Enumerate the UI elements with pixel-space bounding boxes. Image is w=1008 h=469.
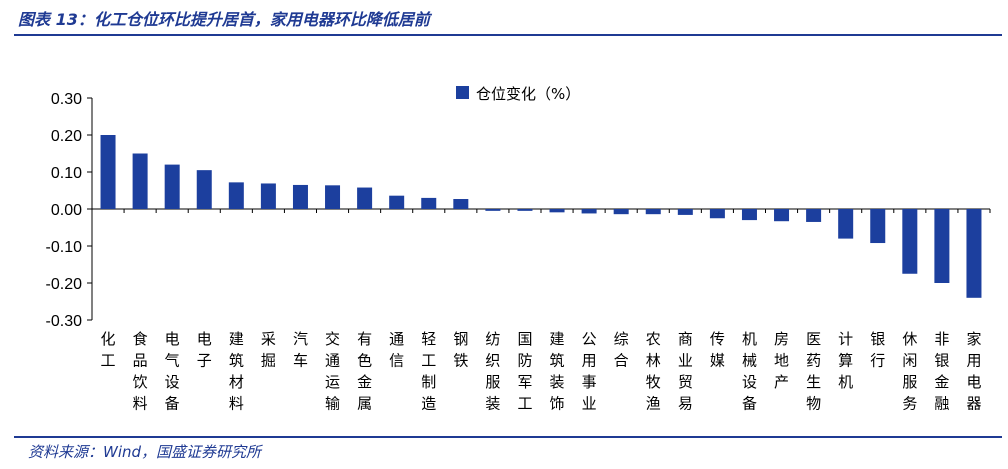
y-tick-label: 0.00 — [51, 202, 82, 219]
bar — [100, 135, 116, 209]
x-tick-label: 机械设备 — [742, 330, 757, 413]
chart-legend: 仓位变化（%） — [456, 85, 580, 103]
x-tick-label: 家用电器 — [966, 330, 981, 413]
bar — [517, 209, 533, 211]
x-tick-label: 建筑装饰 — [550, 330, 565, 413]
x-tick-label: 纺织服装 — [485, 330, 500, 413]
y-tick-label: -0.20 — [46, 276, 83, 293]
bar — [549, 209, 565, 213]
x-tick-label: 汽车 — [293, 330, 308, 370]
bar — [453, 199, 469, 209]
x-tick-label: 化工 — [101, 330, 116, 370]
x-tick-label: 食品饮料 — [133, 330, 148, 413]
y-tick-label: -0.10 — [46, 239, 83, 256]
x-tick-label: 综合 — [614, 330, 629, 370]
bar — [389, 195, 405, 209]
x-tick-label: 计算机 — [838, 330, 853, 391]
bar — [774, 209, 790, 222]
bar — [966, 209, 982, 298]
x-tick-label: 银行 — [870, 330, 885, 370]
x-tick-label: 交通运输 — [325, 330, 340, 413]
x-tick-label: 非银金融 — [934, 330, 949, 413]
x-tick-label: 医药生物 — [806, 330, 821, 413]
bar — [357, 187, 373, 209]
bar — [196, 170, 212, 209]
bar — [870, 209, 886, 244]
legend-swatch — [456, 86, 469, 99]
bar — [838, 209, 854, 239]
x-tick-label: 采掘 — [261, 330, 276, 370]
x-tick-label: 传媒 — [710, 330, 725, 370]
bar — [709, 209, 725, 219]
x-tick-label: 商业贸易 — [678, 330, 693, 413]
x-tick-label: 钢铁 — [453, 330, 468, 370]
y-tick-label: 0.30 — [51, 91, 82, 108]
bar — [677, 209, 693, 215]
x-tick-label: 休闲服务 — [902, 330, 917, 413]
x-tick-label: 房地产 — [774, 330, 789, 391]
y-tick-label: -0.30 — [46, 313, 83, 330]
bar — [613, 209, 629, 215]
bar — [421, 197, 437, 209]
x-tick-label: 通信 — [389, 330, 404, 370]
x-tick-label: 轻工制造 — [421, 330, 436, 413]
bar — [164, 164, 180, 209]
bar — [260, 183, 276, 209]
bar — [934, 209, 950, 283]
x-tick-label: 有色金属 — [357, 330, 372, 413]
y-tick-label: 0.20 — [51, 128, 82, 145]
bar — [741, 209, 757, 221]
bar — [806, 209, 822, 222]
bar — [902, 209, 918, 274]
x-tick-label: 国防军工 — [517, 330, 532, 413]
bar — [228, 182, 244, 209]
bars — [100, 135, 982, 298]
x-tick-label: 电气设备 — [165, 330, 180, 413]
x-tick-label: 建筑材料 — [229, 330, 244, 413]
chart-title: 图表 13：化工仓位环比提升居首，家用电器环比降低居前 — [18, 10, 430, 29]
source-note: 资料来源：Wind，国盛证券研究所 — [28, 443, 262, 461]
bar — [485, 209, 501, 211]
source-rule — [14, 436, 1002, 438]
x-tick-label: 农林牧渔 — [646, 330, 661, 413]
bar — [132, 153, 148, 209]
legend-label: 仓位变化（%） — [476, 85, 580, 103]
bar — [325, 185, 341, 209]
bar — [581, 209, 597, 214]
bar — [292, 184, 308, 209]
y-tick-label: 0.10 — [51, 165, 82, 182]
bar — [645, 209, 661, 215]
x-tick-label: 公用事业 — [582, 330, 597, 413]
x-tick-label: 电子 — [197, 330, 212, 370]
title-rule — [14, 34, 1002, 36]
